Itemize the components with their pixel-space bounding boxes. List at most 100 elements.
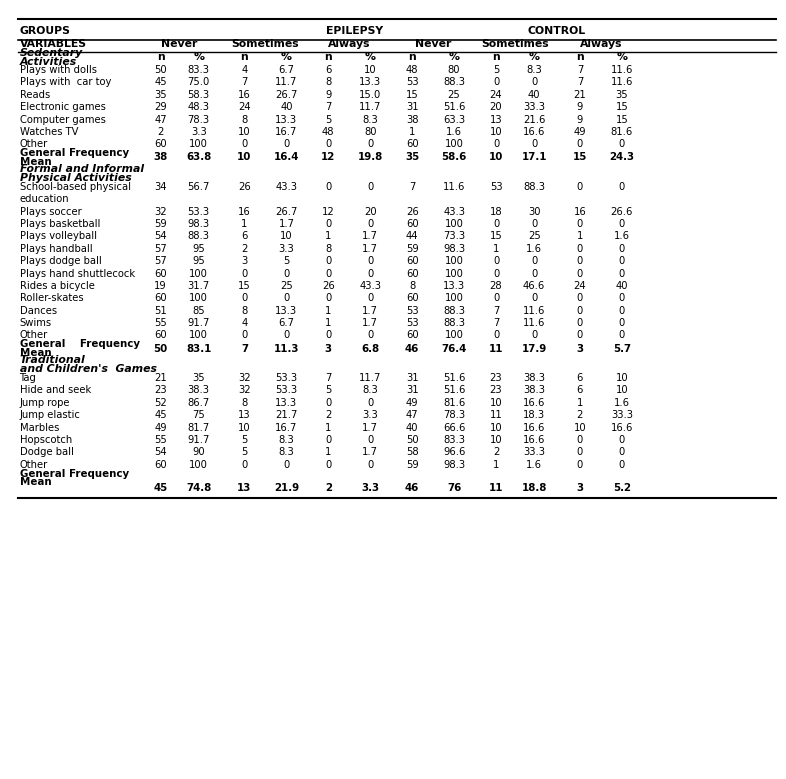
Text: 8.3: 8.3 [362,386,378,396]
Text: 15.0: 15.0 [359,90,381,100]
Text: 49: 49 [574,127,586,137]
Text: 10: 10 [490,435,502,445]
Text: Other: Other [20,139,48,150]
Text: Computer games: Computer games [20,115,105,125]
Text: n: n [156,52,164,62]
Text: 83.1: 83.1 [186,344,211,354]
Text: 23: 23 [490,373,502,383]
Text: 0: 0 [577,318,583,328]
Text: 26: 26 [322,281,335,291]
Text: Sometimes: Sometimes [232,39,299,48]
Text: Plays with dolls: Plays with dolls [20,65,97,75]
Text: Plays dodge ball: Plays dodge ball [20,256,101,266]
Text: 25: 25 [527,231,541,241]
Text: Plays soccer: Plays soccer [20,206,81,217]
Text: Always: Always [579,39,623,48]
Text: 75: 75 [193,411,205,420]
Text: 0: 0 [325,269,332,279]
Text: 5: 5 [241,447,248,457]
Text: 78.3: 78.3 [188,115,210,125]
Text: 0: 0 [619,269,625,279]
Text: 11.7: 11.7 [275,77,298,87]
Text: 13.3: 13.3 [359,77,381,87]
Text: 46.6: 46.6 [523,281,545,291]
Text: 60: 60 [406,139,418,150]
Text: 26: 26 [406,206,419,217]
Text: 43.3: 43.3 [359,281,381,291]
Text: 7: 7 [409,182,415,192]
Text: 3: 3 [325,344,332,354]
Text: 38: 38 [406,115,418,125]
Text: 7: 7 [325,373,332,383]
Text: 6.7: 6.7 [278,65,295,75]
Text: 2: 2 [577,411,583,420]
Text: 0: 0 [577,256,583,266]
Text: Formal and Informal: Formal and Informal [20,164,144,174]
Text: 0: 0 [493,269,499,279]
Text: 0: 0 [367,398,373,407]
Text: Always: Always [328,39,370,48]
Text: 58.3: 58.3 [188,90,210,100]
Text: 13.3: 13.3 [275,305,297,315]
Text: 88.3: 88.3 [443,318,465,328]
Text: 7: 7 [577,77,583,87]
Text: 60: 60 [154,330,167,340]
Text: 55: 55 [154,318,167,328]
Text: 10: 10 [280,231,292,241]
Text: 63.3: 63.3 [443,115,465,125]
Text: 4: 4 [241,318,248,328]
Text: 58: 58 [406,447,418,457]
Text: 0: 0 [241,460,248,470]
Text: 7: 7 [241,344,248,354]
Text: 0: 0 [619,219,625,229]
Text: 11.6: 11.6 [523,305,545,315]
Text: 32: 32 [238,386,251,396]
Text: 0: 0 [367,219,373,229]
Text: Tag: Tag [20,373,36,383]
Text: 53.3: 53.3 [275,373,297,383]
Text: 6: 6 [577,373,583,383]
Text: 74.8: 74.8 [186,483,211,493]
Text: 0: 0 [325,460,332,470]
Text: 8.3: 8.3 [278,435,294,445]
Text: %: % [193,52,204,62]
Text: 51.6: 51.6 [443,373,465,383]
Text: 17.1: 17.1 [521,153,547,163]
Text: 16: 16 [238,206,251,217]
Text: 16.7: 16.7 [275,127,298,137]
Text: 54: 54 [154,447,167,457]
Text: 32: 32 [238,373,251,383]
Text: 66.6: 66.6 [443,422,465,432]
Text: 98.3: 98.3 [443,244,465,254]
Text: 0: 0 [619,460,625,470]
Text: 53: 53 [406,77,418,87]
Text: 60: 60 [154,293,167,303]
Text: 83.3: 83.3 [188,65,210,75]
Text: 40: 40 [280,102,292,112]
Text: 53: 53 [490,182,502,192]
Text: 21: 21 [574,90,586,100]
Text: 8: 8 [241,115,248,125]
Text: 60: 60 [406,330,418,340]
Text: 12: 12 [322,206,335,217]
Text: 3.3: 3.3 [191,127,207,137]
Text: %: % [365,52,376,62]
Text: 1.6: 1.6 [526,244,542,254]
Text: 95: 95 [193,244,205,254]
Text: 0: 0 [577,447,583,457]
Text: 0: 0 [367,435,373,445]
Text: 13: 13 [490,115,502,125]
Text: 47: 47 [406,411,418,420]
Text: 0: 0 [241,293,248,303]
Text: 10: 10 [364,65,376,75]
Text: 1.7: 1.7 [362,231,378,241]
Text: 5: 5 [283,256,289,266]
Text: 10: 10 [237,153,252,163]
Text: 32: 32 [154,206,167,217]
Text: 16.4: 16.4 [274,153,299,163]
Text: 100: 100 [445,219,464,229]
Text: 1: 1 [409,127,415,137]
Text: 18: 18 [490,206,502,217]
Text: 100: 100 [445,330,464,340]
Text: 57: 57 [154,244,167,254]
